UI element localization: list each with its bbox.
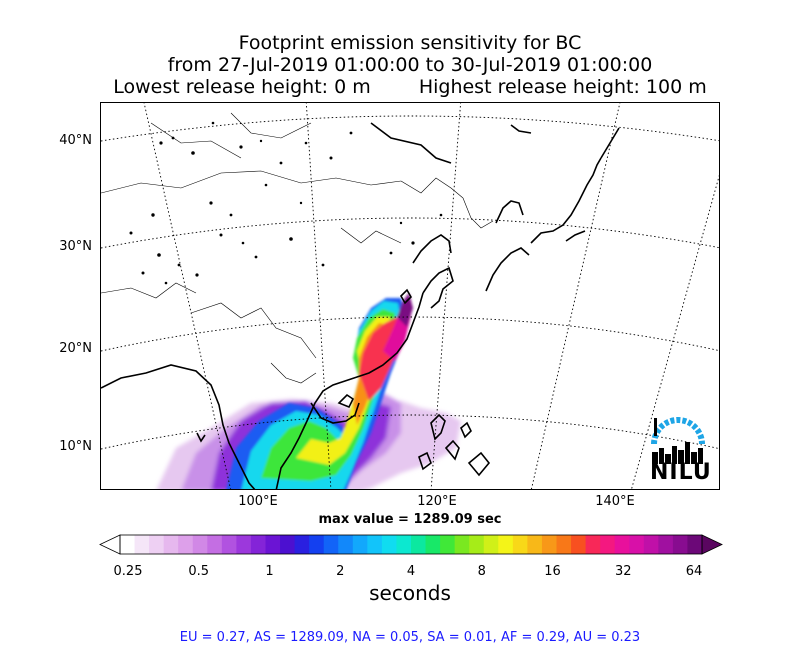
- colorbar-cell: [454, 535, 470, 554]
- colorbar-cell: [396, 535, 412, 554]
- lat-label-30n: 30°N: [59, 239, 92, 254]
- title-line-3: Lowest release height: 0 m Highest relea…: [0, 76, 800, 99]
- region-summary: EU = 0.27, AS = 1289.09, NA = 0.05, SA =…: [179, 630, 641, 645]
- colorbar-cells: [99, 534, 723, 555]
- logo-arc: [651, 417, 705, 445]
- colorbar-cell: [687, 535, 703, 554]
- colorbar-cell: [440, 535, 456, 554]
- colorbar-border: [119, 534, 703, 555]
- colorbar-tick-label: 0.25: [113, 564, 143, 579]
- highest-release-height: Highest release height: 100 m: [418, 76, 707, 98]
- colorbar-cell: [527, 535, 543, 554]
- colorbar-min-arrow: [99, 534, 121, 555]
- colorbar-cell: [178, 535, 194, 554]
- footprint-map: [100, 102, 720, 490]
- colorbar-cell: [236, 535, 252, 554]
- colorbar-cell: [425, 535, 441, 554]
- map-canvas: [101, 103, 719, 489]
- colorbar-cell: [338, 535, 354, 554]
- colorbar-cell: [221, 535, 237, 554]
- title-line-2: from 27-Jul-2019 01:00:00 to 30-Jul-2019…: [167, 54, 653, 76]
- colorbar-cell: [163, 535, 179, 554]
- colorbar-cell: [411, 535, 427, 554]
- country-borders: [101, 112, 494, 384]
- colorbar-tick-label: 8: [477, 564, 486, 579]
- lon-label-120e: 120°E: [417, 494, 457, 509]
- plume-dark: [397, 293, 413, 327]
- colorbar-cell: [134, 535, 150, 554]
- colorbar-cell: [614, 535, 630, 554]
- lon-label-100e: 100°E: [238, 494, 278, 509]
- title-line-1: Footprint emission sensitivity for BC: [238, 32, 582, 54]
- lat-label-20n: 20°N: [59, 341, 92, 356]
- colorbar-cell: [512, 535, 528, 554]
- colorbar-cell: [192, 535, 208, 554]
- islands: [196, 288, 491, 477]
- logo-skyline: [652, 418, 703, 464]
- nilu-logo: [651, 417, 705, 464]
- colorbar-cell: [294, 535, 310, 554]
- colorbar-tick-label: 16: [544, 564, 561, 579]
- lon-label-140e: 140°E: [595, 494, 635, 509]
- colorbar-tick-label: 4: [406, 564, 416, 579]
- lat-label-10n: 10°N: [59, 439, 92, 454]
- colorbar-tick-label: 1: [265, 564, 274, 579]
- lowest-release-height: Lowest release height: 0 m: [113, 76, 371, 98]
- colorbar-tick-label: 0.5: [188, 564, 210, 579]
- colorbar-cell: [629, 535, 645, 554]
- colorbar-cell: [658, 535, 674, 554]
- inland-lakes: [129, 121, 443, 285]
- colorbar-cell: [571, 535, 587, 554]
- colorbar-tick-label: 64: [685, 564, 703, 579]
- colorbar-cell: [600, 535, 616, 554]
- colorbar-cell: [250, 535, 266, 554]
- colorbar-tick-label: 32: [614, 564, 632, 579]
- colorbar-cell: [672, 535, 688, 554]
- colorbar-cell: [265, 535, 281, 554]
- colorbar-cell: [280, 535, 296, 554]
- lat-label-40n: 40°N: [59, 133, 92, 148]
- colorbar: [99, 534, 723, 555]
- graticule: [101, 103, 719, 489]
- colorbar-unit: seconds: [369, 581, 451, 605]
- max-value-label: max value = 1289.09 sec: [318, 512, 502, 527]
- colorbar-cell: [498, 535, 514, 554]
- colorbar-cell: [120, 535, 136, 554]
- colorbar-tick-label: 2: [336, 564, 345, 579]
- colorbar-cell: [352, 535, 368, 554]
- colorbar-cell: [585, 535, 601, 554]
- footprint-plume: [156, 293, 461, 489]
- nilu-logo-text: NILU: [650, 460, 712, 485]
- colorbar-cell: [469, 535, 485, 554]
- colorbar-cell: [323, 535, 339, 554]
- colorbar-cell: [149, 535, 165, 554]
- colorbar-cell: [643, 535, 659, 554]
- colorbar-cell: [541, 535, 557, 554]
- colorbar-cell: [381, 535, 397, 554]
- colorbar-cell: [483, 535, 499, 554]
- colorbar-cell: [367, 535, 383, 554]
- coastlines: [101, 122, 620, 489]
- colorbar-cell: [207, 535, 223, 554]
- colorbar-cell: [309, 535, 325, 554]
- colorbar-cell: [556, 535, 572, 554]
- colorbar-max-arrow: [701, 534, 723, 555]
